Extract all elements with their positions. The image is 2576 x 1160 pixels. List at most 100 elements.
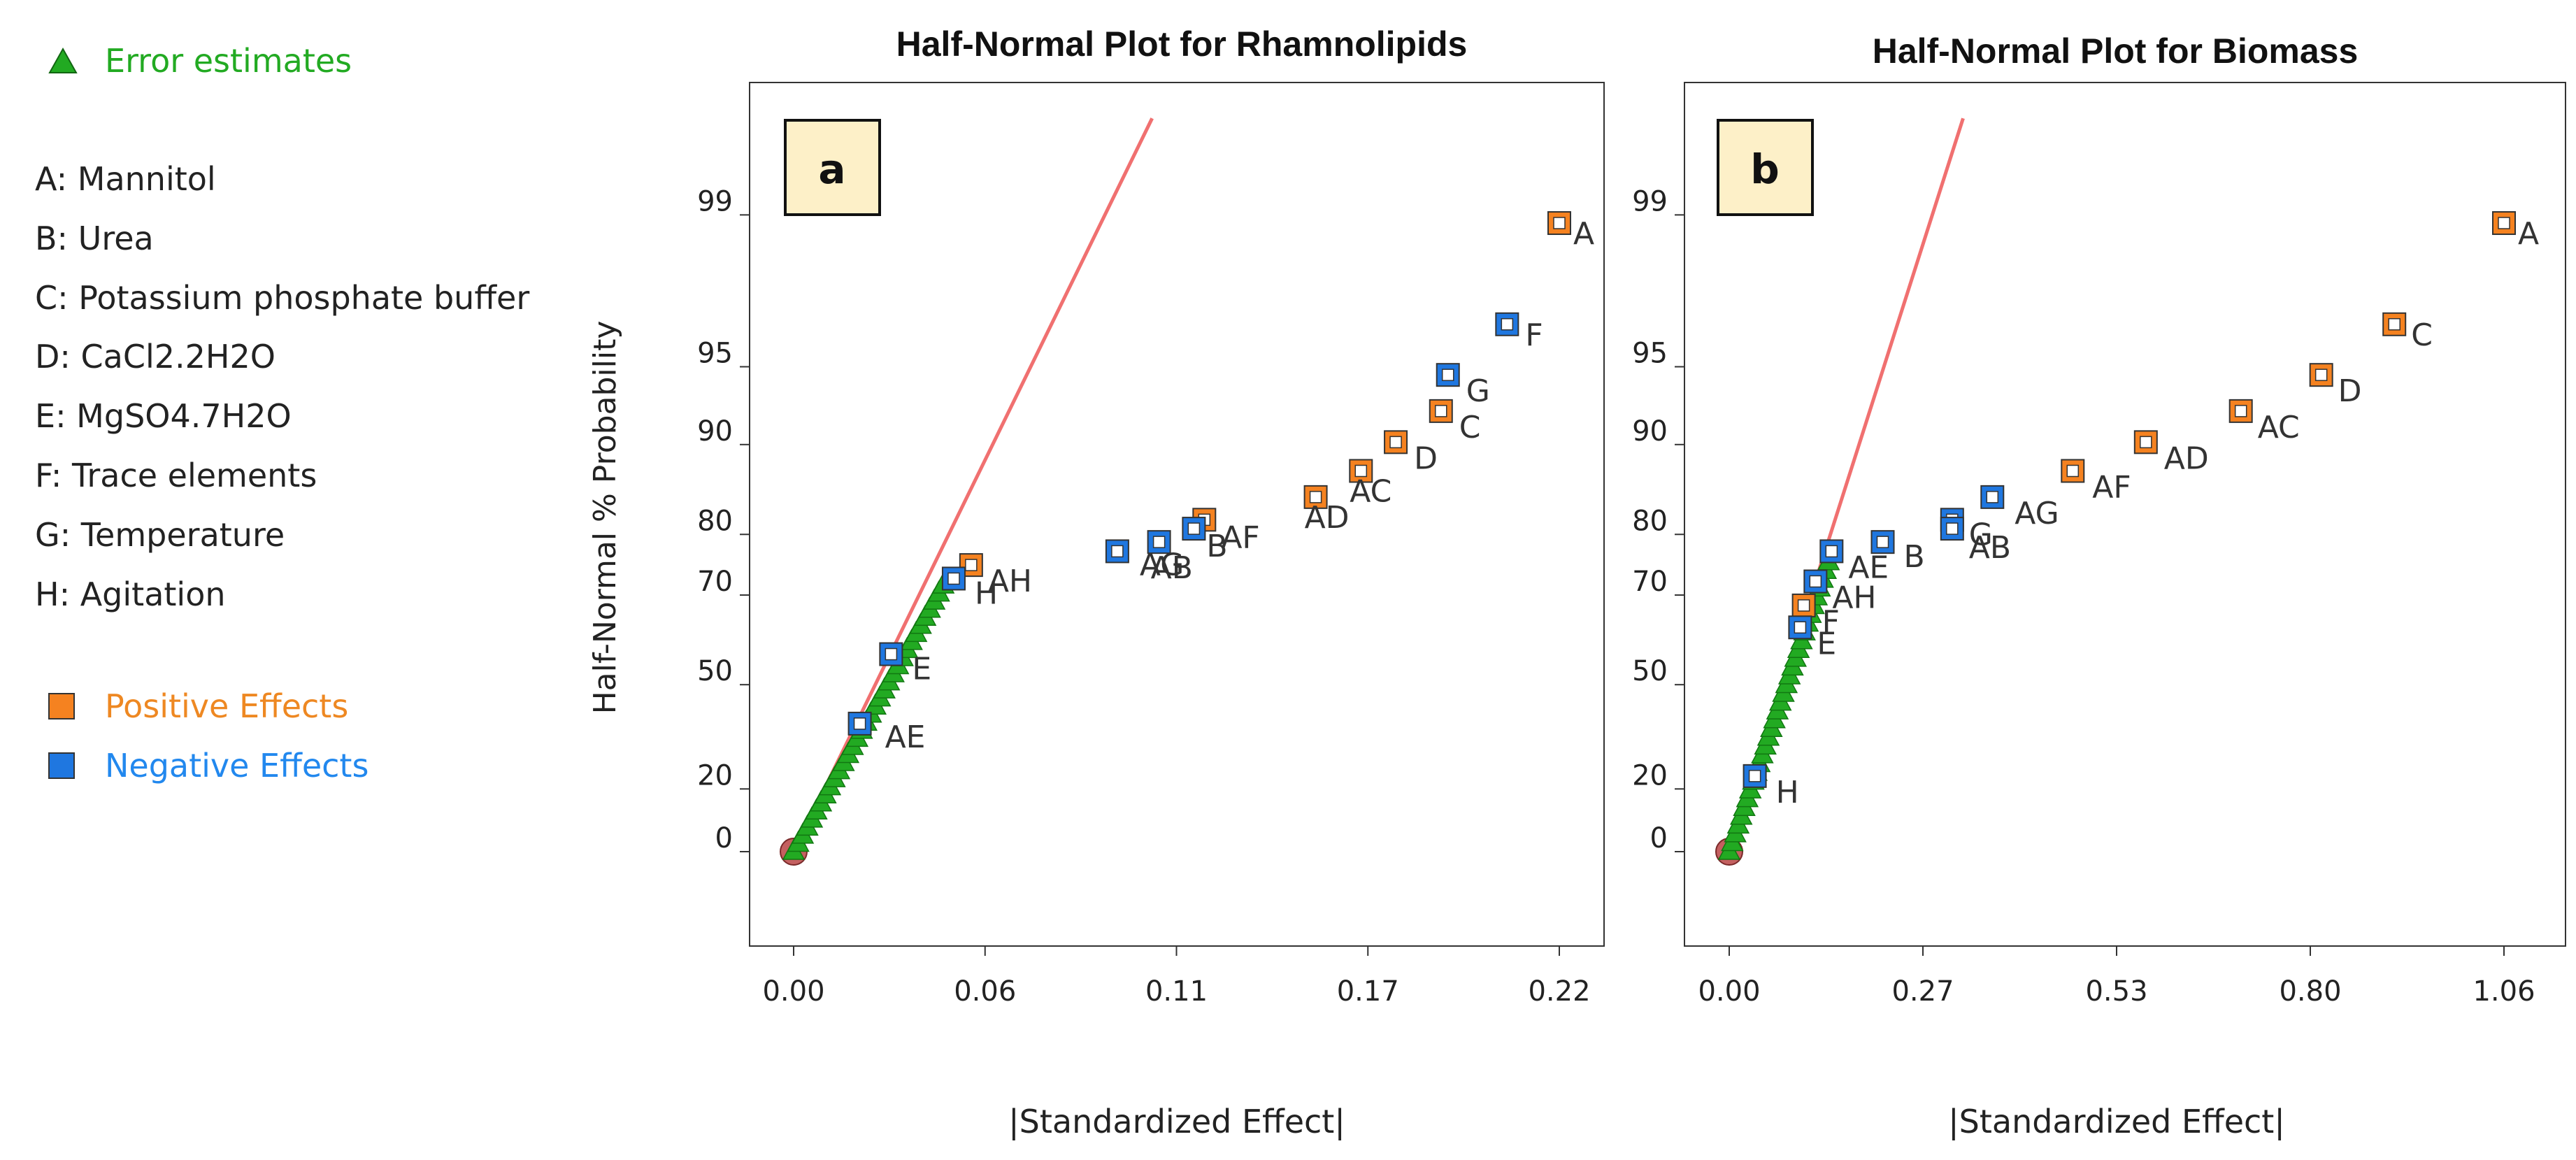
- effect-label-f: F: [1822, 604, 1840, 640]
- legend-positive-label: Positive Effects: [105, 687, 348, 725]
- effect-label-ac: AC: [2258, 410, 2300, 445]
- effect-point-inner: [1309, 491, 1322, 503]
- chart-panel-b: Half-Normal Plot for Biomass 0 20 50 70 80 90…: [1632, 31, 2566, 1141]
- effect-point-af: [2061, 459, 2085, 483]
- effect-point-b: [1182, 517, 1206, 541]
- y-tick-label: 90: [697, 415, 733, 447]
- effect-point-inner: [885, 647, 898, 661]
- plot-area-a: [749, 82, 1605, 947]
- effect-point-inner: [1809, 575, 1822, 588]
- effect-point-inner: [947, 572, 960, 585]
- effect-point-inner: [1152, 536, 1166, 548]
- y-tick-label: 95: [697, 337, 733, 369]
- effect-point-inner: [1825, 545, 1838, 558]
- effect-point-inner: [1797, 599, 1810, 612]
- effect-label-c: C: [2411, 317, 2433, 353]
- effect-point-inner: [1111, 545, 1124, 558]
- x-tick-label: 0.17: [1337, 975, 1399, 1008]
- x-axis-label-a: |Standardized Effect|: [1008, 1103, 1345, 1141]
- x-tick-label: 0.00: [1698, 975, 1760, 1008]
- effect-label-ah: AH: [988, 564, 1032, 599]
- effect-label-e: E: [1817, 626, 1836, 661]
- effect-point-inner: [1946, 522, 1959, 535]
- legend-factor-d: D: CaCl2.2H2O: [35, 338, 276, 375]
- y-tick-label: 50: [1632, 655, 1668, 687]
- effect-point-inner: [2234, 405, 2247, 417]
- x-tick-label: 0.53: [2085, 975, 2147, 1008]
- x-tick-label: 0.00: [762, 975, 824, 1008]
- effect-point-inner: [1986, 491, 1999, 503]
- effect-point-ab: [1147, 530, 1171, 554]
- panel-label-box: b: [1717, 119, 1814, 216]
- y-tick-label: 20: [697, 759, 733, 792]
- y-tick-label: 80: [1632, 505, 1668, 537]
- effect-label-f: F: [1525, 317, 1543, 353]
- effect-point-inner: [1354, 464, 1368, 478]
- legend: Error estimates A: Mannitol B: Urea C: P…: [35, 42, 529, 785]
- plot-area-b: [1684, 82, 2566, 947]
- y-axis-label: Half-Normal % Probability: [587, 321, 623, 715]
- effect-point-inner: [1553, 217, 1566, 229]
- y-tick-label: 0: [1650, 822, 1668, 854]
- effect-label-ae: AE: [885, 719, 926, 755]
- effect-label-ag: AG: [2015, 496, 2059, 531]
- x-axis-ticks: 0.00 0.06 0.11 0.17 0.22: [762, 946, 1591, 1008]
- y-tick-label: 70: [697, 566, 733, 598]
- panel-label-text: a: [818, 145, 845, 193]
- effect-point-a: [2492, 211, 2516, 236]
- y-axis-ticks: 0 20 50 70 80 90 95 99: [697, 185, 750, 854]
- x-axis-ticks: 0.00 0.27 0.53 0.80 1.06: [1698, 946, 2535, 1008]
- effect-label-e: E: [912, 652, 931, 687]
- effect-label-g: G: [1969, 517, 1993, 552]
- y-tick-label: 20: [1632, 759, 1668, 792]
- effect-label-ab: AB: [1151, 550, 1193, 586]
- effect-point-inner: [1794, 621, 1807, 634]
- effect-point-inner: [2314, 368, 2328, 381]
- y-tick-label: 99: [697, 185, 733, 217]
- effect-point-inner: [1876, 536, 1889, 548]
- panel-label-frame: [1717, 119, 1814, 216]
- effect-label-a: A: [1573, 216, 1594, 252]
- y-tick-label: 80: [697, 505, 733, 537]
- effect-label-af: AF: [2092, 469, 2131, 505]
- x-tick-label: 1.06: [2473, 975, 2535, 1008]
- x-tick-label: 0.06: [954, 975, 1016, 1008]
- legend-factor-g: G: Temperature: [35, 516, 285, 554]
- effect-label-b: B: [1904, 539, 1925, 575]
- legend-factor-h: H: Agitation: [35, 575, 226, 613]
- effect-label-a: A: [2518, 216, 2539, 252]
- effect-point-inner: [1389, 436, 1402, 449]
- effect-point-inner: [1441, 368, 1454, 381]
- effect-label-ag: AG: [1140, 547, 1184, 582]
- effect-label-h: H: [1776, 775, 1799, 810]
- legend-factor-a: A: Mannitol: [35, 160, 216, 198]
- legend-negative-label: Negative Effects: [105, 747, 368, 785]
- positive-effects-legend-icon: [48, 693, 75, 719]
- effect-label-ah: AH: [1832, 580, 1876, 616]
- effect-label-ab: AB: [1969, 530, 2011, 566]
- legend-factor-b: B: Urea: [35, 220, 154, 257]
- effect-label-ad: AD: [2164, 441, 2209, 476]
- effect-point-ag: [1980, 485, 2005, 509]
- panel-label-frame: [784, 119, 881, 216]
- chart-title-a: Half-Normal Plot for Rhamnolipids: [896, 24, 1468, 64]
- chart-panel-a: Half-Normal Plot for Rhamnolipids Half-N…: [587, 24, 1605, 1141]
- legend-factor-e: E: MgSO4.7H2O: [35, 397, 292, 435]
- effect-label-af: AF: [1221, 520, 1259, 555]
- effect-point-inner: [1187, 522, 1201, 535]
- effect-label-ac: AC: [1350, 473, 1391, 509]
- effect-label-d: D: [2338, 373, 2362, 409]
- x-tick-label: 0.27: [1891, 975, 1954, 1008]
- x-tick-label: 0.11: [1145, 975, 1208, 1008]
- legend-factor-c: C: Potassium phosphate buffer: [35, 279, 529, 317]
- effect-point-inner: [1501, 318, 1514, 331]
- legend-factor-f: F: Trace elements: [35, 457, 317, 494]
- y-tick-label: 95: [1632, 337, 1668, 369]
- chart-title-b: Half-Normal Plot for Biomass: [1873, 31, 2359, 71]
- effect-point-inner: [965, 559, 978, 571]
- effect-label-ae: AE: [1848, 550, 1889, 585]
- negative-effects-legend-icon: [48, 752, 75, 779]
